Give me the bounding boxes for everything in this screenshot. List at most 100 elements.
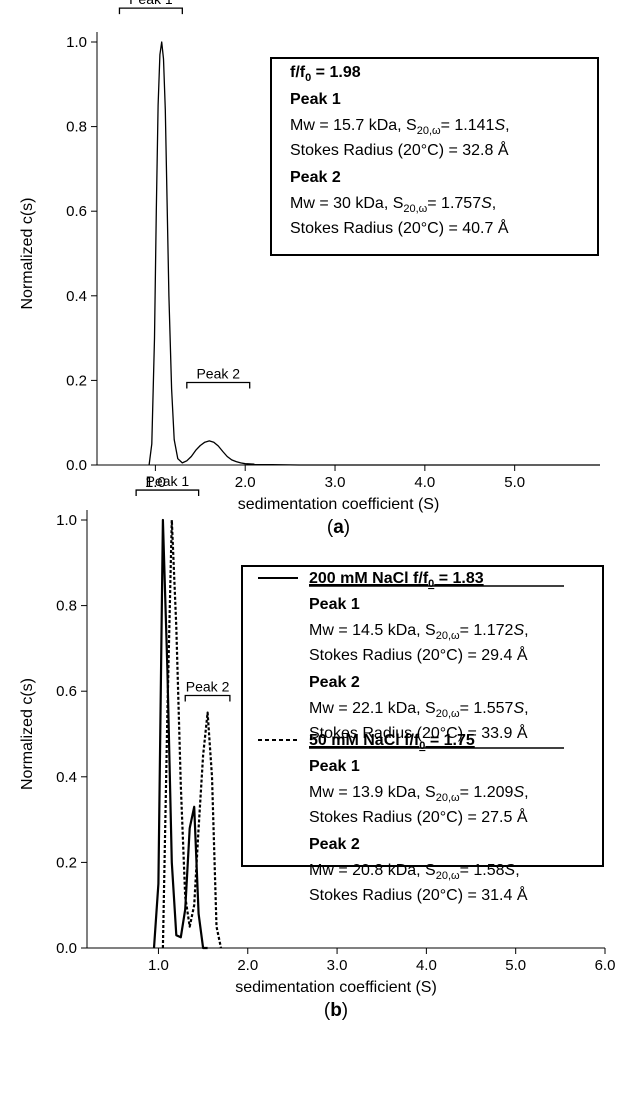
series-line-2 xyxy=(161,518,223,949)
legend-text: Mw = 13.9 kDa, S xyxy=(309,784,436,801)
legend-italic: S xyxy=(505,862,516,879)
legend-box xyxy=(241,565,604,867)
x-tick-label: 2.0 xyxy=(237,957,258,974)
legend-text: = 1.83 xyxy=(434,570,483,587)
legend-line: f/f0 = 1.98 xyxy=(290,64,361,84)
panel-letter: b xyxy=(330,1000,342,1021)
legend-text: Stokes Radius (20°C) = 32.8 Å xyxy=(290,140,509,159)
y-tick-label: 0.8 xyxy=(56,598,77,615)
x-tick-label: 1.0 xyxy=(148,957,169,974)
legend-subscript: 20,ω xyxy=(436,870,460,882)
y-tick-label: 0.4 xyxy=(56,769,77,786)
legend-text: , xyxy=(524,700,528,717)
legend-text: Peak 1 xyxy=(290,91,341,108)
legend-text: , xyxy=(524,622,528,639)
legend-line: Mw = 15.7 kDa, S20,ω= 1.141S, xyxy=(290,117,510,137)
legend-box xyxy=(270,57,599,256)
legend-text: Peak 1 xyxy=(309,758,360,775)
y-axis-label: Normalized c(s) xyxy=(19,197,36,309)
legend-italic: S xyxy=(513,622,524,639)
panel-paren: ( xyxy=(324,1000,331,1021)
y-tick-label: 0.2 xyxy=(66,372,87,389)
legend-subscript: 20,ω xyxy=(436,708,460,720)
legend-text: = 1.209 xyxy=(460,784,514,801)
legend-line: Peak 1 xyxy=(309,758,360,775)
legend-subscript: 0 xyxy=(428,578,434,590)
y-tick-label: 0.4 xyxy=(66,288,87,305)
legend-subscript: 20,ω xyxy=(403,203,427,215)
y-tick-label: 1.0 xyxy=(66,34,87,51)
legend-text: Peak 2 xyxy=(309,836,360,853)
peak-bracket-2 xyxy=(186,381,251,389)
legend-subscript: 20,ω xyxy=(436,630,460,642)
legend-text: , xyxy=(505,117,509,134)
legend-text: 50 mM NaCl f/f xyxy=(309,732,420,749)
legend-line: Stokes Radius (20°C) = 31.4 Å xyxy=(309,885,528,904)
y-tick-label: 0.6 xyxy=(56,683,77,700)
legend-header: 50 mM NaCl f/f0 = 1.75 xyxy=(309,732,475,752)
peak-bracket-label: Peak 1 xyxy=(129,0,173,7)
legend-text: = 1.98 xyxy=(311,64,360,81)
x-axis-label: sedimentation coefficient (S) xyxy=(235,979,437,996)
legend-text: = 1.557 xyxy=(460,700,514,717)
x-tick-label: 3.0 xyxy=(325,474,346,491)
legend-text: = 1.141 xyxy=(441,117,495,134)
x-tick-label: 5.0 xyxy=(505,957,526,974)
legend-text: Stokes Radius (20°C) = 27.5 Å xyxy=(309,807,528,826)
legend-text: Stokes Radius (20°C) = 29.4 Å xyxy=(309,645,528,664)
legend-subscript: 0 xyxy=(419,740,425,752)
panel-label: (b) xyxy=(324,1000,348,1021)
panel-letter: a xyxy=(333,517,344,538)
legend-line: Peak 2 xyxy=(290,169,341,186)
x-tick-label: 4.0 xyxy=(414,474,435,491)
peak-bracket-1 xyxy=(118,7,183,15)
x-tick-label: 4.0 xyxy=(416,957,437,974)
legend-text: = 1.172 xyxy=(460,622,514,639)
legend-italic: S xyxy=(513,784,524,801)
legend-text: Stokes Radius (20°C) = 40.7 Å xyxy=(290,218,509,237)
legend-line: Mw = 22.1 kDa, S20,ω= 1.557S, xyxy=(309,700,529,720)
legend-text: Peak 1 xyxy=(309,596,360,613)
legend-italic: S xyxy=(494,117,505,134)
legend-line: Mw = 13.9 kDa, S20,ω= 1.209S, xyxy=(309,784,529,804)
x-tick-label: 6.0 xyxy=(595,957,616,974)
peak-bracket-label: Peak 2 xyxy=(186,678,230,694)
legend-line: Stokes Radius (20°C) = 27.5 Å xyxy=(309,807,528,826)
legend-text: Stokes Radius (20°C) = 31.4 Å xyxy=(309,885,528,904)
legend-text: Mw = 15.7 kDa, S xyxy=(290,117,417,134)
legend-text: , xyxy=(492,195,496,212)
series-line-1 xyxy=(148,41,600,466)
legend-line: Peak 2 xyxy=(309,836,360,853)
legend-subscript: 20,ω xyxy=(417,125,441,137)
x-tick-label: 2.0 xyxy=(235,474,256,491)
legend-text: = 1.75 xyxy=(425,732,474,749)
legend-subscript: 0 xyxy=(305,72,311,84)
legend-italic: S xyxy=(513,700,524,717)
legend-text: 200 mM NaCl f/f xyxy=(309,570,429,587)
y-axis-label: Normalized c(s) xyxy=(19,678,36,790)
legend-text: Mw = 22.1 kDa, S xyxy=(309,700,436,717)
peak-bracket-2 xyxy=(184,694,231,702)
legend-text: = 1.757 xyxy=(427,195,481,212)
y-tick-label: 1.0 xyxy=(56,512,77,529)
x-tick-label: 3.0 xyxy=(327,957,348,974)
legend-text: Mw = 14.5 kDa, S xyxy=(309,622,436,639)
legend-line: Mw = 30 kDa, S20,ω= 1.757S, xyxy=(290,195,496,215)
legend-text: Peak 2 xyxy=(290,169,341,186)
legend-text: = 1.58 xyxy=(460,862,505,879)
legend-line: Stokes Radius (20°C) = 33.9 Å xyxy=(309,723,528,742)
legend-text: Mw = 20.8 kDa, S xyxy=(309,862,436,879)
legend-subscript: 20,ω xyxy=(436,792,460,804)
panel-label: (a) xyxy=(327,517,350,538)
legend-line: Stokes Radius (20°C) = 29.4 Å xyxy=(309,645,528,664)
legend-line: Peak 1 xyxy=(309,596,360,613)
legend-italic: S xyxy=(481,195,492,212)
legend-text: Stokes Radius (20°C) = 33.9 Å xyxy=(309,723,528,742)
peak-bracket-label: Peak 1 xyxy=(146,473,190,489)
legend-line: Peak 2 xyxy=(309,674,360,691)
legend-line: Stokes Radius (20°C) = 40.7 Å xyxy=(290,218,509,237)
legend-text: , xyxy=(515,862,519,879)
series-line-1 xyxy=(152,518,208,950)
y-tick-label: 0.6 xyxy=(66,203,87,220)
